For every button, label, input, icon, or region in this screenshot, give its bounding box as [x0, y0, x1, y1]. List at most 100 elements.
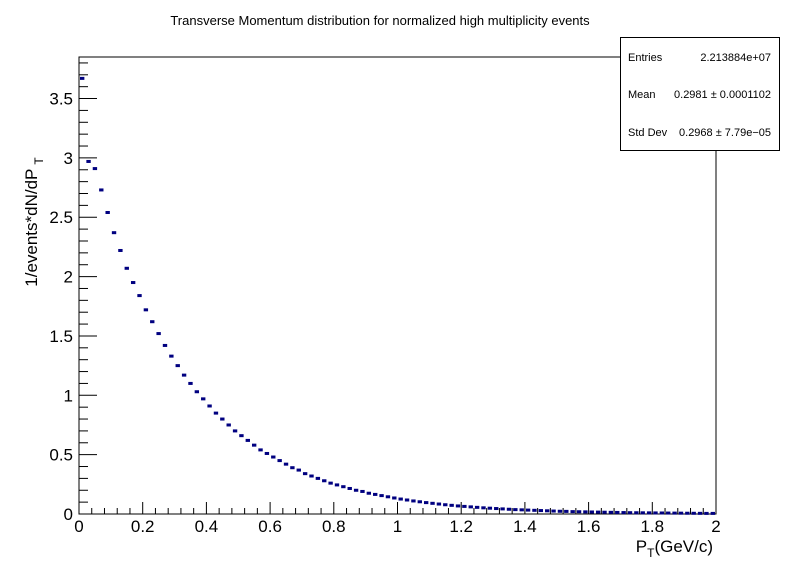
- histogram-bin: [315, 476, 321, 480]
- stats-stddev-label: Std Dev: [628, 127, 668, 139]
- stats-entries-value: 2.213884e+07: [700, 52, 771, 64]
- x-tick-label: 1.2: [449, 517, 473, 536]
- histogram-bin: [92, 167, 98, 171]
- histogram-bin: [385, 495, 391, 499]
- histogram-bin: [436, 502, 442, 506]
- histogram-bin: [118, 248, 123, 252]
- y-tick-label: 0: [64, 505, 73, 524]
- histogram-bin: [111, 231, 117, 235]
- histogram-bin: [557, 509, 563, 513]
- y-axis-title-sub: T: [32, 157, 46, 165]
- y-axis-title-main: 1/events*dN/dP: [22, 169, 41, 287]
- histogram-bin: [423, 501, 429, 505]
- histogram-bin: [322, 479, 327, 483]
- histogram-bin: [404, 498, 410, 502]
- histogram-bin: [302, 472, 308, 476]
- x-tick-label: 1.6: [577, 517, 601, 536]
- histogram-bin: [455, 504, 461, 508]
- histogram-bin: [169, 354, 174, 358]
- histogram-bin: [576, 510, 582, 514]
- histogram-bin: [379, 494, 384, 498]
- y-tick-label: 1: [64, 386, 73, 405]
- histogram-bin: [239, 434, 244, 438]
- histogram-bin: [150, 320, 155, 324]
- histogram-bin: [271, 455, 276, 459]
- stats-stddev-row: Std Dev 0.2968 ± 7.79e−05: [628, 127, 771, 143]
- histogram-bin: [583, 510, 588, 514]
- histogram-bin: [532, 508, 537, 512]
- histogram-bin: [443, 503, 448, 507]
- histogram-bin: [360, 489, 365, 493]
- histogram-bin: [685, 511, 690, 515]
- histogram-bin: [474, 505, 480, 509]
- histogram-bin: [220, 417, 225, 421]
- histogram-bin: [207, 404, 212, 408]
- histogram-bin: [640, 511, 645, 515]
- histogram-bin: [417, 500, 422, 504]
- histogram-bin: [672, 511, 677, 515]
- histogram-bin: [99, 188, 104, 192]
- y-tick-label: 3: [64, 149, 73, 168]
- stats-mean-row: Mean 0.2981 ± 0.0001102: [628, 89, 771, 105]
- histogram-bin: [513, 508, 518, 512]
- stats-entries-row: Entries 2.213884e+07: [628, 52, 771, 68]
- stats-stddev-value: 0.2968 ± 7.79e−05: [679, 127, 771, 139]
- histogram-bin: [564, 509, 569, 513]
- histogram-bin: [130, 281, 136, 285]
- y-axis-title: 1/events*dN/dP T: [22, 157, 46, 287]
- stats-entries-label: Entries: [628, 52, 663, 64]
- histogram-bin: [608, 510, 614, 514]
- x-tick-label: 2: [711, 517, 720, 536]
- histogram-bin: [595, 510, 601, 514]
- plot-frame: [78, 56, 717, 515]
- histogram-bin: [226, 423, 231, 427]
- histogram-bin: [353, 488, 359, 492]
- x-axis-title-main: P: [636, 537, 647, 556]
- histogram-bin: [570, 510, 575, 514]
- histogram-bin: [181, 373, 187, 377]
- histogram-bin: [506, 507, 512, 511]
- histogram-bin: [411, 499, 416, 503]
- histogram-bin: [245, 438, 250, 442]
- histogram-bin: [175, 364, 180, 368]
- histogram-bin: [277, 459, 282, 463]
- histogram-bin: [462, 504, 467, 508]
- histogram-bin: [328, 481, 333, 485]
- histogram-bin: [710, 511, 715, 515]
- histogram-bin: [691, 511, 696, 515]
- histogram-bin: [156, 332, 161, 336]
- histogram-bin: [500, 507, 505, 511]
- histogram-bin: [704, 511, 709, 515]
- histogram-bin: [251, 443, 257, 447]
- histogram-bins: [80, 76, 715, 515]
- histogram-bin: [398, 497, 403, 501]
- y-tick-label: 1.5: [49, 327, 73, 346]
- histogram-bin: [646, 511, 652, 515]
- x-tick-label: 1.8: [640, 517, 664, 536]
- y-tick-label: 2.5: [49, 208, 73, 227]
- histogram-bin: [86, 159, 91, 163]
- histogram-bin: [334, 483, 340, 487]
- histogram-bin: [124, 266, 129, 270]
- histogram-bin: [347, 486, 352, 490]
- histogram-bin: [373, 492, 378, 496]
- histogram-bin: [653, 511, 658, 515]
- histogram-bin: [468, 505, 473, 509]
- histogram-bin: [627, 511, 633, 515]
- x-tick-label: 0: [74, 517, 83, 536]
- x-tick-label: 0.8: [322, 517, 346, 536]
- histogram-bin: [105, 210, 110, 214]
- chart-title: Transverse Momentum distribution for nor…: [170, 13, 590, 28]
- histogram-bin: [162, 343, 168, 347]
- histogram-bin: [551, 509, 556, 513]
- x-tick-label: 1.4: [513, 517, 537, 536]
- histogram-bin: [188, 381, 193, 385]
- histogram-bin: [481, 506, 486, 510]
- x-tick-label: 0.2: [131, 517, 155, 536]
- histogram-bin: [666, 511, 671, 515]
- histogram-bin: [525, 508, 531, 512]
- x-tick-label: 0.6: [258, 517, 282, 536]
- histogram-bin: [697, 511, 703, 515]
- histogram-bin: [615, 510, 620, 514]
